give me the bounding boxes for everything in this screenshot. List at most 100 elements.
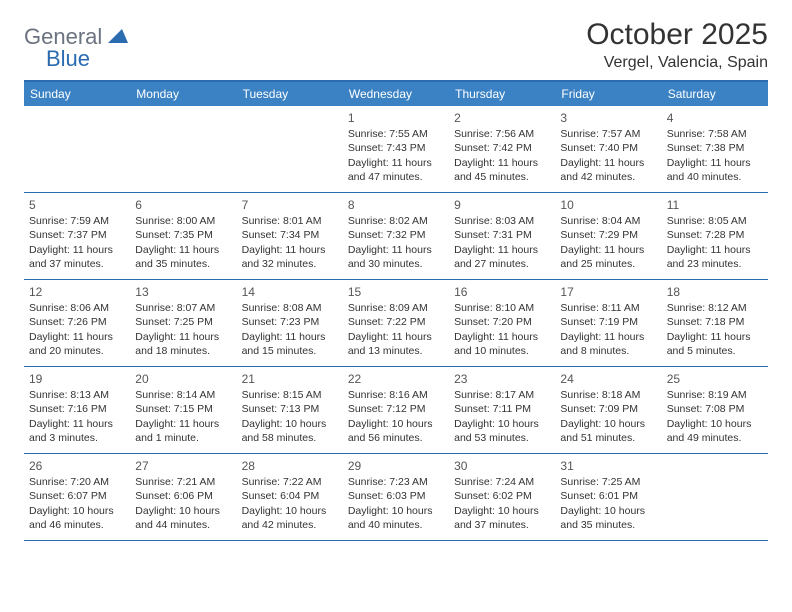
- sunrise-line: Sunrise: 7:23 AM: [348, 475, 444, 489]
- day-number: 16: [454, 284, 550, 300]
- sunset-line: Sunset: 7:12 PM: [348, 402, 444, 416]
- day-number: 21: [242, 371, 338, 387]
- week-row: 1Sunrise: 7:55 AMSunset: 7:43 PMDaylight…: [24, 106, 768, 193]
- header: General October 2025 Vergel, Valencia, S…: [24, 18, 768, 72]
- sunset-line: Sunset: 7:28 PM: [667, 228, 763, 242]
- day-cell: 25Sunrise: 8:19 AMSunset: 7:08 PMDayligh…: [662, 367, 768, 453]
- day-cell: 9Sunrise: 8:03 AMSunset: 7:31 PMDaylight…: [449, 193, 555, 279]
- sunrise-line: Sunrise: 8:08 AM: [242, 301, 338, 315]
- sunset-line: Sunset: 7:15 PM: [135, 402, 231, 416]
- daylight-line: Daylight: 11 hours and 15 minutes.: [242, 330, 338, 358]
- sunrise-line: Sunrise: 7:25 AM: [560, 475, 656, 489]
- daylight-line: Daylight: 10 hours and 49 minutes.: [667, 417, 763, 445]
- daylight-line: Daylight: 11 hours and 42 minutes.: [560, 156, 656, 184]
- day-cell: 4Sunrise: 7:58 AMSunset: 7:38 PMDaylight…: [662, 106, 768, 192]
- day-cell: 31Sunrise: 7:25 AMSunset: 6:01 PMDayligh…: [555, 454, 661, 540]
- day-number: 18: [667, 284, 763, 300]
- empty-cell: [237, 106, 343, 192]
- day-cell: 20Sunrise: 8:14 AMSunset: 7:15 PMDayligh…: [130, 367, 236, 453]
- sunset-line: Sunset: 7:29 PM: [560, 228, 656, 242]
- day-number: 19: [29, 371, 125, 387]
- week-row: 19Sunrise: 8:13 AMSunset: 7:16 PMDayligh…: [24, 367, 768, 454]
- daylight-line: Daylight: 11 hours and 10 minutes.: [454, 330, 550, 358]
- sunset-line: Sunset: 7:19 PM: [560, 315, 656, 329]
- logo-triangle-icon: [108, 27, 128, 48]
- day-cell: 15Sunrise: 8:09 AMSunset: 7:22 PMDayligh…: [343, 280, 449, 366]
- day-number: 14: [242, 284, 338, 300]
- sunset-line: Sunset: 6:06 PM: [135, 489, 231, 503]
- day-cell: 22Sunrise: 8:16 AMSunset: 7:12 PMDayligh…: [343, 367, 449, 453]
- daylight-line: Daylight: 10 hours and 51 minutes.: [560, 417, 656, 445]
- day-header: Saturday: [662, 82, 768, 106]
- sunset-line: Sunset: 7:43 PM: [348, 141, 444, 155]
- day-cell: 30Sunrise: 7:24 AMSunset: 6:02 PMDayligh…: [449, 454, 555, 540]
- day-cell: 19Sunrise: 8:13 AMSunset: 7:16 PMDayligh…: [24, 367, 130, 453]
- day-cell: 2Sunrise: 7:56 AMSunset: 7:42 PMDaylight…: [449, 106, 555, 192]
- day-cell: 28Sunrise: 7:22 AMSunset: 6:04 PMDayligh…: [237, 454, 343, 540]
- day-number: 2: [454, 110, 550, 126]
- sunset-line: Sunset: 7:37 PM: [29, 228, 125, 242]
- sunset-line: Sunset: 7:08 PM: [667, 402, 763, 416]
- day-cell: 18Sunrise: 8:12 AMSunset: 7:18 PMDayligh…: [662, 280, 768, 366]
- day-number: 26: [29, 458, 125, 474]
- sunrise-line: Sunrise: 8:14 AM: [135, 388, 231, 402]
- daylight-line: Daylight: 11 hours and 18 minutes.: [135, 330, 231, 358]
- day-cell: 7Sunrise: 8:01 AMSunset: 7:34 PMDaylight…: [237, 193, 343, 279]
- daylight-line: Daylight: 11 hours and 40 minutes.: [667, 156, 763, 184]
- daylight-line: Daylight: 11 hours and 30 minutes.: [348, 243, 444, 271]
- day-number: 11: [667, 197, 763, 213]
- sunrise-line: Sunrise: 8:00 AM: [135, 214, 231, 228]
- day-number: 8: [348, 197, 444, 213]
- day-number: 31: [560, 458, 656, 474]
- day-cell: 23Sunrise: 8:17 AMSunset: 7:11 PMDayligh…: [449, 367, 555, 453]
- day-cell: 16Sunrise: 8:10 AMSunset: 7:20 PMDayligh…: [449, 280, 555, 366]
- daylight-line: Daylight: 11 hours and 45 minutes.: [454, 156, 550, 184]
- sunset-line: Sunset: 7:31 PM: [454, 228, 550, 242]
- daylight-line: Daylight: 11 hours and 8 minutes.: [560, 330, 656, 358]
- day-number: 27: [135, 458, 231, 474]
- day-number: 13: [135, 284, 231, 300]
- day-number: 28: [242, 458, 338, 474]
- daylight-line: Daylight: 11 hours and 37 minutes.: [29, 243, 125, 271]
- sunset-line: Sunset: 7:18 PM: [667, 315, 763, 329]
- day-number: 6: [135, 197, 231, 213]
- week-row: 12Sunrise: 8:06 AMSunset: 7:26 PMDayligh…: [24, 280, 768, 367]
- week-row: 26Sunrise: 7:20 AMSunset: 6:07 PMDayligh…: [24, 454, 768, 541]
- day-header: Sunday: [24, 82, 130, 106]
- day-header: Monday: [130, 82, 236, 106]
- day-number: 5: [29, 197, 125, 213]
- day-number: 7: [242, 197, 338, 213]
- weeks-container: 1Sunrise: 7:55 AMSunset: 7:43 PMDaylight…: [24, 106, 768, 541]
- sunset-line: Sunset: 7:22 PM: [348, 315, 444, 329]
- daylight-line: Daylight: 10 hours and 40 minutes.: [348, 504, 444, 532]
- day-cell: 8Sunrise: 8:02 AMSunset: 7:32 PMDaylight…: [343, 193, 449, 279]
- sunrise-line: Sunrise: 8:02 AM: [348, 214, 444, 228]
- day-number: 9: [454, 197, 550, 213]
- day-header-row: SundayMondayTuesdayWednesdayThursdayFrid…: [24, 82, 768, 106]
- daylight-line: Daylight: 11 hours and 35 minutes.: [135, 243, 231, 271]
- sunset-line: Sunset: 7:25 PM: [135, 315, 231, 329]
- empty-cell: [130, 106, 236, 192]
- sunset-line: Sunset: 7:26 PM: [29, 315, 125, 329]
- sunset-line: Sunset: 6:07 PM: [29, 489, 125, 503]
- day-number: 3: [560, 110, 656, 126]
- day-cell: 12Sunrise: 8:06 AMSunset: 7:26 PMDayligh…: [24, 280, 130, 366]
- sunrise-line: Sunrise: 8:15 AM: [242, 388, 338, 402]
- day-cell: 3Sunrise: 7:57 AMSunset: 7:40 PMDaylight…: [555, 106, 661, 192]
- sunset-line: Sunset: 7:38 PM: [667, 141, 763, 155]
- sunrise-line: Sunrise: 7:59 AM: [29, 214, 125, 228]
- day-number: 30: [454, 458, 550, 474]
- day-header: Wednesday: [343, 82, 449, 106]
- sunrise-line: Sunrise: 7:56 AM: [454, 127, 550, 141]
- daylight-line: Daylight: 10 hours and 58 minutes.: [242, 417, 338, 445]
- sunrise-line: Sunrise: 7:55 AM: [348, 127, 444, 141]
- sunrise-line: Sunrise: 7:21 AM: [135, 475, 231, 489]
- empty-cell: [662, 454, 768, 540]
- day-header: Friday: [555, 82, 661, 106]
- daylight-line: Daylight: 11 hours and 27 minutes.: [454, 243, 550, 271]
- day-cell: 26Sunrise: 7:20 AMSunset: 6:07 PMDayligh…: [24, 454, 130, 540]
- logo-blue-wrap: Blue: [46, 46, 90, 72]
- daylight-line: Daylight: 11 hours and 20 minutes.: [29, 330, 125, 358]
- sunrise-line: Sunrise: 8:03 AM: [454, 214, 550, 228]
- daylight-line: Daylight: 11 hours and 13 minutes.: [348, 330, 444, 358]
